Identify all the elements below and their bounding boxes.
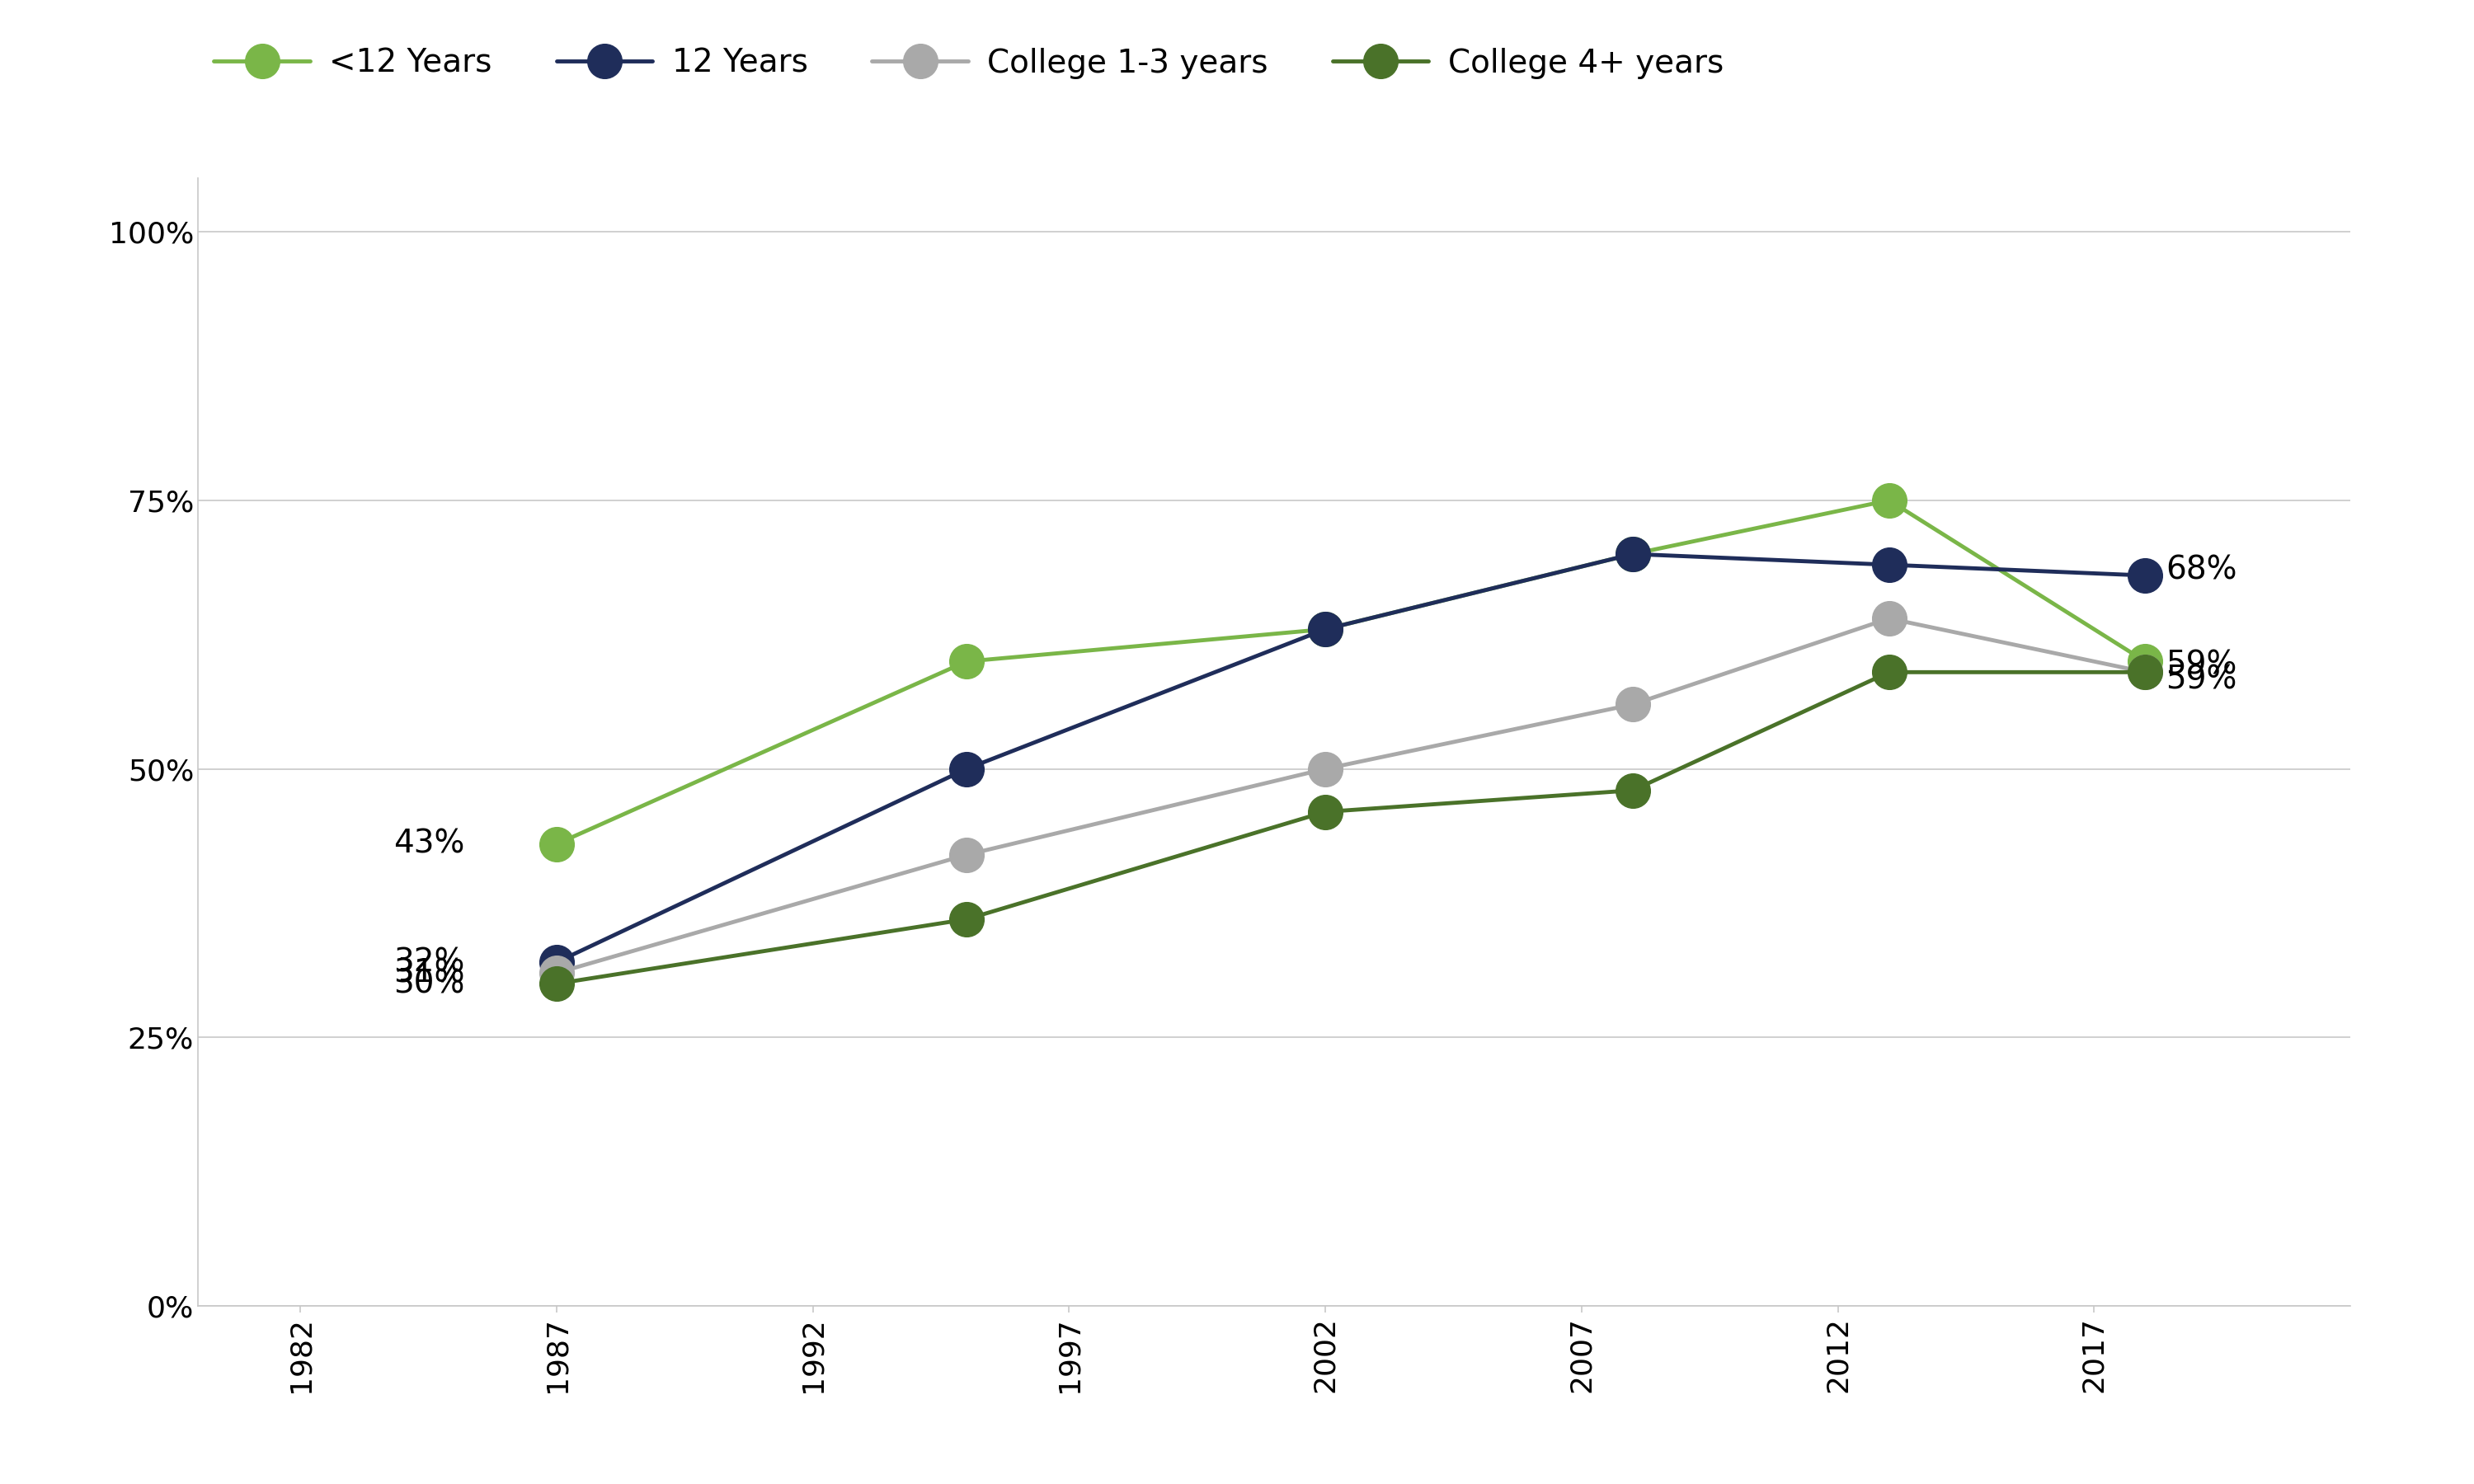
Line: 12 Years: 12 Years [539,537,2162,979]
College 1-3 years [1875,610,1905,628]
12 Years [2130,567,2160,585]
College 4+ years [1618,782,1648,800]
College 4+ years [2130,663,2160,681]
College 1-3 years [542,965,571,982]
Line: College 4+ years: College 4+ years [539,654,2162,1000]
College 1-3 years [2130,663,2160,681]
College 1-3 years [952,846,982,864]
12 Years [1618,545,1648,562]
<12 Years [1311,620,1341,638]
Text: 31%: 31% [393,957,465,988]
College 4+ years [952,910,982,928]
<12 Years [2130,653,2160,671]
12 Years [542,953,571,971]
Legend: <12 Years, 12 Years, College 1-3 years, College 4+ years: <12 Years, 12 Years, College 1-3 years, … [213,47,1724,79]
<12 Years [1618,545,1648,562]
<12 Years [1875,491,1905,509]
Text: 43%: 43% [393,828,465,859]
Text: 30%: 30% [393,968,465,999]
<12 Years [952,653,982,671]
Text: 59%: 59% [2165,663,2236,696]
12 Years [952,760,982,778]
Text: 32%: 32% [393,947,465,978]
<12 Years [542,835,571,853]
College 1-3 years [1311,760,1341,778]
12 Years [1311,620,1341,638]
Text: 59%: 59% [2165,649,2236,680]
12 Years [1875,556,1905,574]
College 4+ years [542,975,571,993]
College 1-3 years [1618,696,1648,714]
College 4+ years [1311,803,1341,821]
Line: <12 Years: <12 Years [539,484,2162,861]
Line: College 1-3 years: College 1-3 years [539,601,2162,990]
Text: 68%: 68% [2165,555,2236,586]
College 4+ years [1875,663,1905,681]
